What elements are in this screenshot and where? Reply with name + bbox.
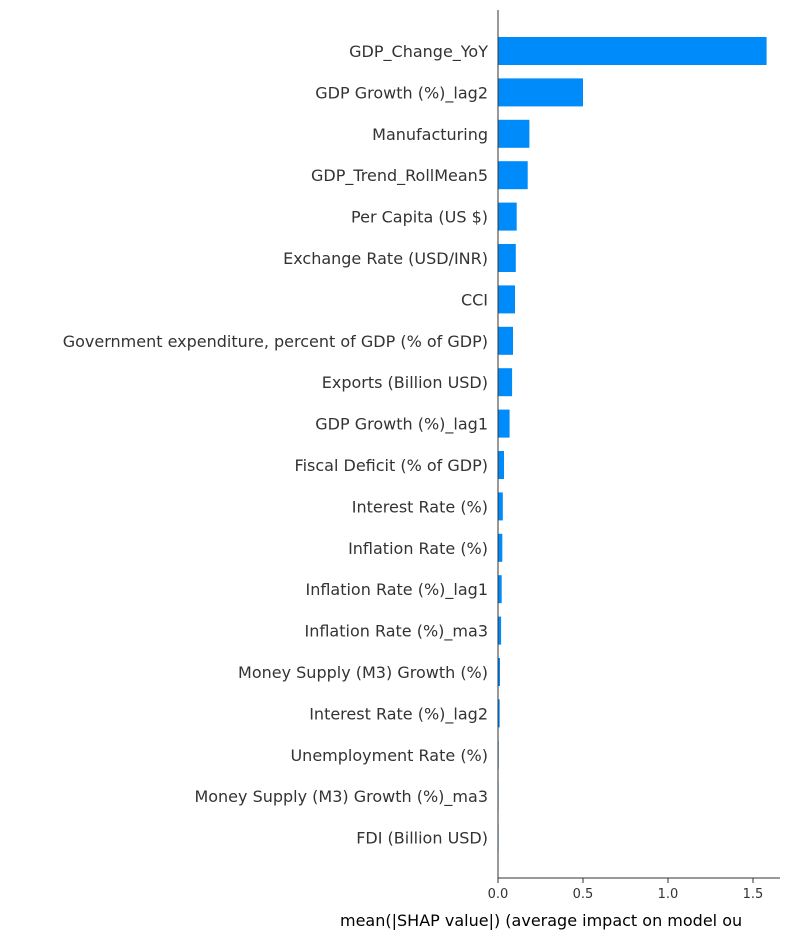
bars-group (498, 37, 767, 852)
x-axis-ticks: 0.0 0.5 1.0 1.5 (488, 878, 764, 902)
bar-9 (498, 409, 510, 438)
category-label: Inflation Rate (%) (348, 539, 488, 558)
bar-10 (498, 451, 504, 479)
bar-1 (498, 78, 583, 107)
category-label: Inflation Rate (%)_lag1 (305, 580, 488, 600)
category-label: Inflation Rate (%)_ma3 (304, 622, 488, 642)
category-labels: GDP_Change_YoY GDP Growth (%)_lag2 Manufac… (63, 42, 489, 848)
bar-7 (498, 326, 513, 355)
category-label: Per Capita (US $) (351, 208, 488, 227)
category-label: Fiscal Deficit (% of GDP) (295, 456, 488, 475)
bar-8 (498, 368, 513, 397)
category-label: GDP_Change_YoY (349, 42, 488, 62)
bar-14 (498, 616, 502, 645)
category-label: CCI (461, 290, 488, 309)
bar-3 (498, 161, 528, 190)
category-label: Manufacturing (372, 125, 488, 144)
bar-13 (498, 575, 502, 604)
x-tick-label: 0.0 (488, 887, 509, 902)
category-label: Interest Rate (%)_lag2 (309, 704, 488, 724)
bar-11 (498, 492, 503, 521)
bar-4 (498, 202, 517, 231)
x-tick-label: 1.0 (658, 887, 679, 902)
bar-12 (498, 533, 503, 562)
category-label: Money Supply (M3) Growth (%) (238, 663, 488, 682)
x-axis-label: mean(|SHAP value|) (average impact on mo… (340, 911, 742, 930)
bar-0 (498, 37, 767, 65)
category-label: Exports (Billion USD) (322, 373, 488, 392)
category-label: Government expenditure, percent of GDP (… (63, 332, 488, 351)
bar-2 (498, 119, 530, 148)
x-tick-label: 0.5 (573, 887, 594, 902)
category-label: Exchange Rate (USD/INR) (283, 249, 488, 268)
category-label: Money Supply (M3) Growth (%)_ma3 (194, 787, 488, 807)
category-label: GDP Growth (%)_lag1 (315, 415, 488, 435)
category-label: FDI (Billion USD) (356, 829, 488, 848)
category-label: Unemployment Rate (%) (290, 746, 488, 765)
bar-15 (498, 658, 500, 686)
category-label: GDP_Trend_RollMean5 (311, 166, 488, 186)
category-label: GDP Growth (%)_lag2 (315, 83, 488, 103)
bar-16 (498, 699, 500, 728)
x-tick-label: 1.5 (743, 887, 764, 902)
category-label: Interest Rate (%) (352, 497, 488, 516)
bar-6 (498, 285, 515, 314)
bar-5 (498, 244, 516, 272)
